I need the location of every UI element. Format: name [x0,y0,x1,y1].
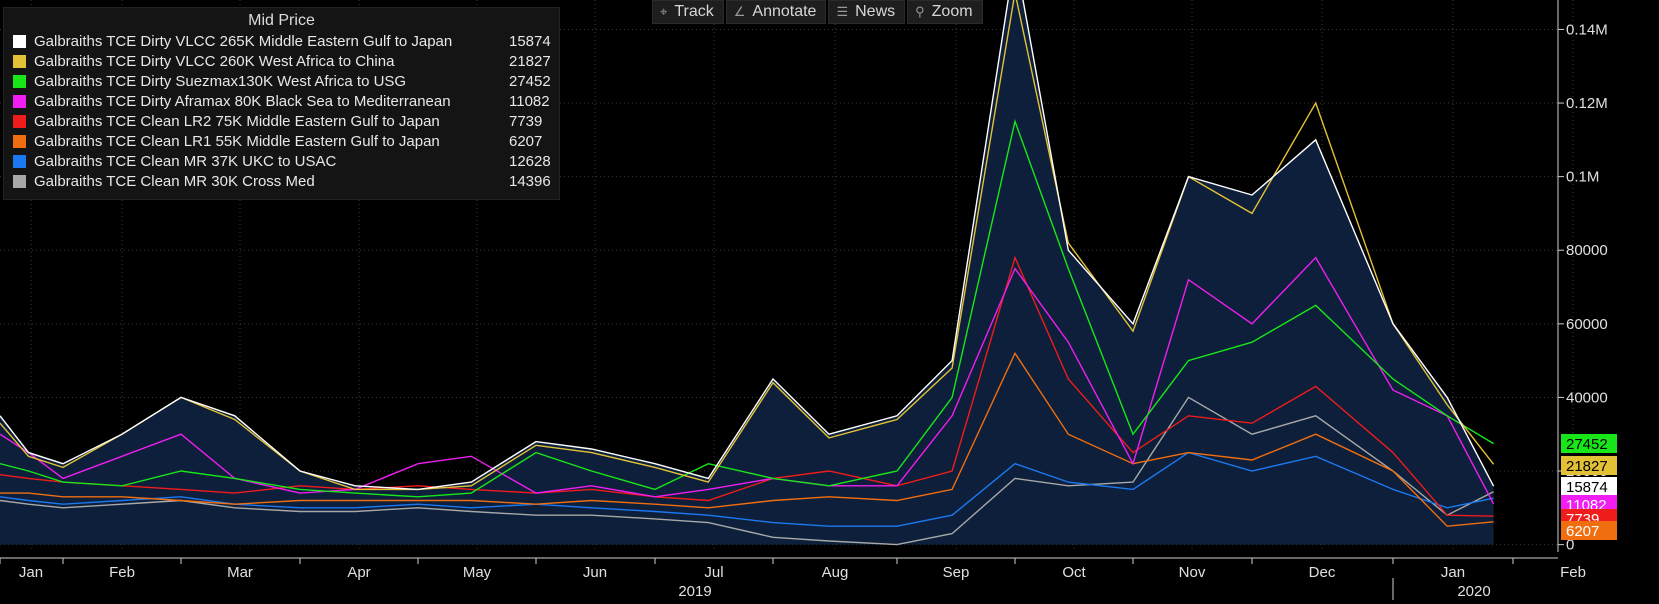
series-line [0,0,1495,491]
pencil-icon: ∠ [733,4,746,19]
legend-item-value: 14396 [509,173,551,190]
last-value-tag [1561,521,1617,540]
track-label: Track [674,3,714,20]
crosshair-icon: ⌖ [660,4,668,19]
zoom-button[interactable]: ⚲ Zoom [907,0,983,24]
last-value-label: 21827 [1566,458,1608,475]
last-value-label: 27452 [1566,436,1608,453]
series-line [0,256,1495,505]
series-line [0,396,1494,546]
chart-toolbar: ⌖ Track ∠ Annotate ☰ News ⚲ Zoom [652,0,985,24]
legend-item-name: Galbraiths TCE Clean MR 37K UKC to USAC [34,153,337,170]
x-tick-label: Feb [1560,564,1586,581]
legend-item[interactable]: Galbraiths TCE Clean MR 30K Cross Med 14… [4,172,559,192]
legend-item[interactable]: Galbraiths TCE Dirty Aframax 80K Black S… [4,92,559,112]
x-tick-label: Jan [19,564,43,581]
legend-item-name: Galbraiths TCE Clean LR2 75K Middle East… [34,113,440,130]
legend-item-name: Galbraiths TCE Dirty VLCC 260K West Afri… [34,53,395,70]
legend-item-name: Galbraiths TCE Dirty VLCC 265K Middle Ea… [34,33,453,50]
legend-swatch [13,75,26,88]
y-tick-label: 0.14M [1566,21,1608,38]
legend-item-value: 11082 [509,93,550,110]
magnifier-icon: ⚲ [915,4,925,19]
series-line [0,0,1495,491]
news-icon: ☰ [836,4,849,19]
y-tick-label: 80000 [1566,242,1608,259]
legend-title: Mid Price [248,12,315,29]
legend-item-name: Galbraiths TCE Dirty Suezmax130K West Af… [34,73,407,90]
legend-item-value: 15874 [509,33,551,50]
news-button[interactable]: ☰ News [828,0,906,24]
legend-item-value: 21827 [509,53,551,70]
x-tick-label: Oct [1062,564,1086,581]
x-tick-label: Feb [109,564,135,581]
legend-item-name: Galbraiths TCE Clean MR 30K Cross Med [34,173,315,190]
series-line [0,255,1494,517]
last-value-tag [1561,434,1617,453]
y-tick-label: 40000 [1566,389,1608,406]
legend-item-value: 12628 [509,153,551,170]
year-label: 2020 [1457,583,1490,600]
legend-item-value: 27452 [509,73,551,90]
legend-item-name: Galbraiths TCE Clean LR1 55K Middle East… [34,133,440,150]
track-button[interactable]: ⌖ Track [652,0,724,24]
legend-item[interactable]: Galbraiths TCE Dirty VLCC 260K West Afri… [4,52,559,72]
legend-swatch [13,175,26,188]
x-tick-label: Mar [227,564,253,581]
series-line [0,451,1494,527]
legend-swatch [13,115,26,128]
zoom-label: Zoom [931,3,973,20]
legend-item[interactable]: Galbraiths TCE Dirty Suezmax130K West Af… [4,72,559,92]
legend-item-value: 6207 [509,133,543,150]
x-tick-label: Jun [583,564,607,581]
x-tick-label: May [463,564,492,581]
legend-item-value: 7739 [509,113,543,130]
x-tick-label: Dec [1309,564,1336,581]
last-value-tag [1561,456,1617,475]
year-label: 2019 [678,583,711,600]
legend-item[interactable]: Galbraiths TCE Clean LR1 55K Middle East… [4,132,559,152]
legend-item[interactable]: Galbraiths TCE Clean LR2 75K Middle East… [4,112,559,132]
legend-item[interactable]: Galbraiths TCE Clean MR 37K UKC to USAC … [4,152,559,172]
last-value-tag [1561,477,1617,496]
legend-item[interactable]: Galbraiths TCE Dirty VLCC 265K Middle Ea… [4,32,559,52]
y-tick-label: 0.12M [1566,95,1608,112]
legend-swatch [13,135,26,148]
annotate-label: Annotate [752,3,817,20]
series-line [0,351,1494,527]
x-tick-label: Nov [1179,564,1206,581]
y-tick-label: 0 [1566,537,1574,554]
y-tick-label: 0.1M [1566,169,1599,186]
series-line [0,118,1494,498]
annotate-button[interactable]: ∠ Annotate [725,0,827,24]
last-value-label: 15874 [1566,479,1608,496]
x-tick-label: Apr [347,564,370,581]
series-area-fill [0,0,1494,545]
last-value-label: 6207 [1566,523,1599,540]
x-tick-label: Sep [943,564,970,581]
x-tick-label: Jul [704,564,723,581]
legend-item-name: Galbraiths TCE Dirty Aframax 80K Black S… [34,93,451,110]
legend-swatch [13,35,26,48]
y-tick-label: 60000 [1566,316,1608,333]
legend-swatch [13,155,26,168]
x-tick-label: Jan [1441,564,1465,581]
legend-swatch [13,95,26,108]
news-label: News [855,3,896,20]
legend: Mid Price Galbraiths TCE Dirty VLCC 265K… [3,7,560,200]
legend-swatch [13,55,26,68]
x-tick-label: Aug [822,564,849,581]
